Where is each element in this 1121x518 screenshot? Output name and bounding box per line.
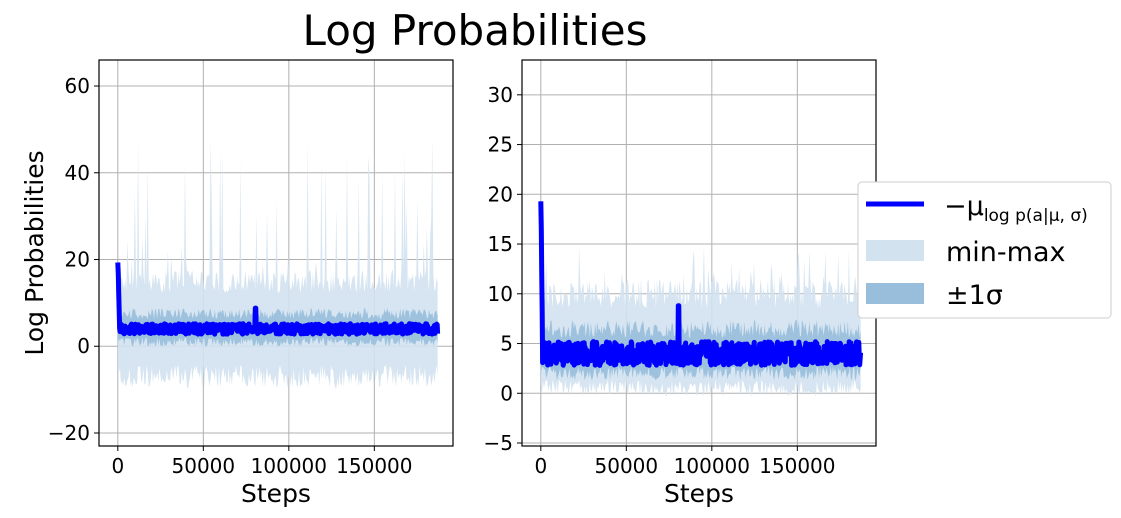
x-tick-label: 150000 <box>336 454 412 478</box>
legend-mean-label: −μlog p(a|μ, σ) <box>944 191 1088 226</box>
y-tick-label: 5 <box>500 332 513 356</box>
y-tick-label: 15 <box>488 232 513 256</box>
y-tick-label: 20 <box>488 182 513 206</box>
x-tick-label: 100000 <box>674 454 750 478</box>
legend-mean-symbol: −μ <box>944 191 984 222</box>
y-tick-label: 40 <box>65 161 90 185</box>
minmax-band <box>117 138 438 389</box>
x-tick-label: 150000 <box>759 454 835 478</box>
y-tick-label: 30 <box>488 83 513 107</box>
plot-area <box>115 138 441 389</box>
y-tick-label: 0 <box>500 381 513 405</box>
legend-minmax-label: min-max <box>946 237 1066 268</box>
right-panel: 0 50000 100000 150000 −5 0 5 10 15 20 25 30 Steps <box>484 59 877 508</box>
x-axis-label: Steps <box>241 479 311 508</box>
y-tick-label: 60 <box>65 74 90 98</box>
legend-std-swatch <box>866 283 924 304</box>
x-tick-label: 0 <box>111 454 124 478</box>
x-tick-label: 0 <box>534 454 547 478</box>
x-axis-label: Steps <box>664 479 734 508</box>
legend-minmax-swatch <box>866 240 924 261</box>
y-tick-label: −20 <box>48 421 90 445</box>
y-tick-label: 0 <box>77 334 90 358</box>
legend-mean-subscript: log p(a|μ, σ) <box>984 206 1088 226</box>
y-tick-label: 20 <box>65 248 90 272</box>
axes-frame <box>98 59 454 447</box>
x-tick-label: 50000 <box>595 454 659 478</box>
mean-line <box>115 262 441 337</box>
chart-title: Log Probabilities <box>303 6 648 55</box>
plot-area <box>538 201 864 397</box>
x-tick-label: 50000 <box>172 454 236 478</box>
y-tick-label: 10 <box>488 282 513 306</box>
x-tick-label: 100000 <box>251 454 327 478</box>
legend-std-label: ±1σ <box>946 280 1003 311</box>
y-tick-label: 25 <box>488 133 513 157</box>
legend: −μlog p(a|μ, σ) min-max ±1σ <box>857 181 1112 319</box>
y-tick-label: −5 <box>484 431 513 455</box>
y-axis-label: Log Probabilities <box>20 150 49 355</box>
left-panel: 0 50000 100000 150000 −20 0 20 40 60 Steps Log Pro… <box>20 59 454 508</box>
mean-line <box>538 201 864 368</box>
